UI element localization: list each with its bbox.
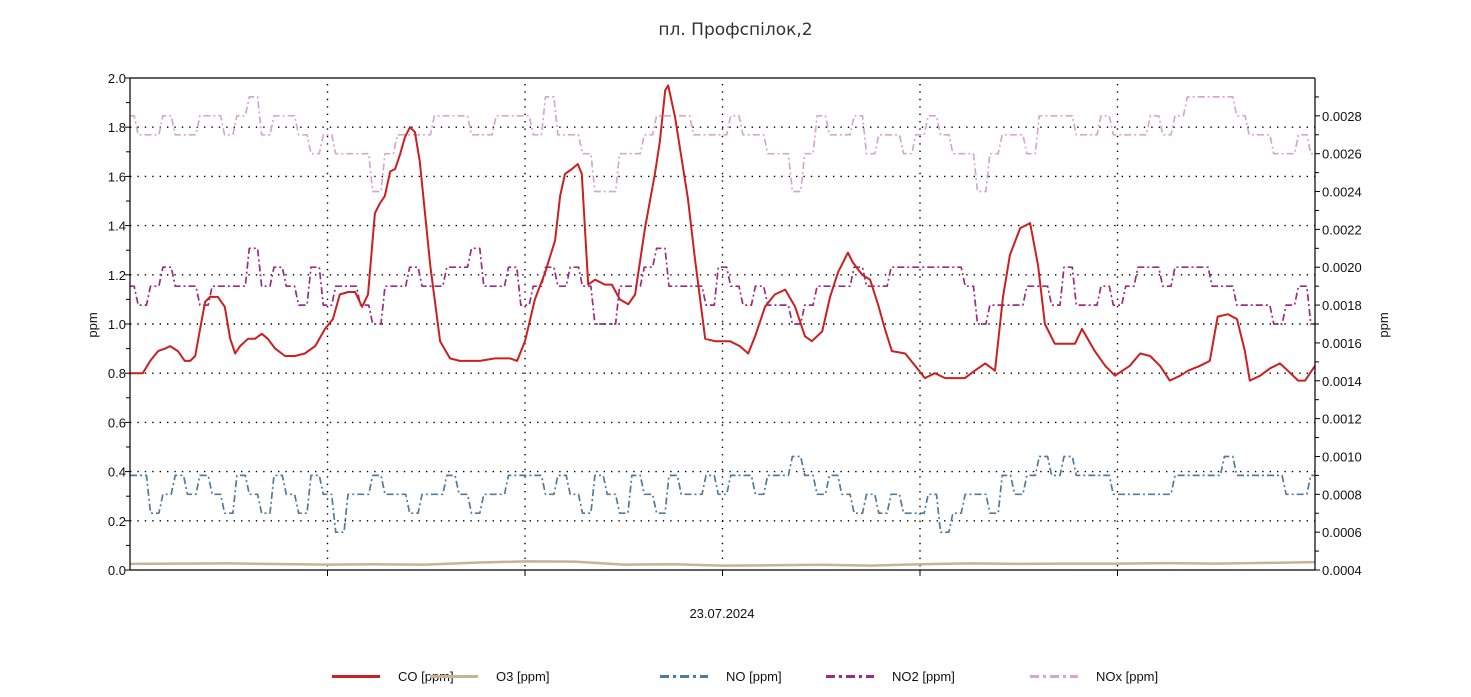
left-tick-label: 1.8 bbox=[108, 120, 126, 135]
right-tick-label: 0.0018 bbox=[1322, 298, 1362, 313]
legend-label-o3: O3 [ppm] bbox=[496, 668, 550, 684]
series-layer bbox=[129, 84, 1316, 567]
legend-label-no: NO [ppm] bbox=[726, 668, 782, 684]
grid-lines bbox=[130, 84, 1315, 570]
legend-item-co: CO [ppm] bbox=[332, 666, 454, 686]
left-tick-label: 1.6 bbox=[108, 169, 126, 184]
legend-item-no: NO [ppm] bbox=[660, 666, 782, 686]
right-tick-label: 0.0006 bbox=[1322, 525, 1362, 540]
left-tick-label: 0.8 bbox=[108, 366, 126, 381]
right-tick-label: 0.0008 bbox=[1322, 487, 1362, 502]
legend-swatch-co bbox=[332, 674, 380, 678]
left-tick-label: 1.2 bbox=[108, 268, 126, 283]
legend-swatch-no2 bbox=[826, 674, 874, 678]
left-tick-label: 2.0 bbox=[108, 71, 126, 86]
right-tick-label: 0.0014 bbox=[1322, 374, 1362, 389]
legend-swatch-nox bbox=[1030, 674, 1078, 678]
axes: 0.0 0.2 0.4 0.6 0.8 1.0 1.2 1.4 1.6 1.8 2.0 0.0004 0… bbox=[108, 71, 1362, 578]
left-tick-label: 1.4 bbox=[108, 219, 126, 234]
right-tick-label: 0.0012 bbox=[1322, 412, 1362, 427]
legend-swatch-o3 bbox=[430, 674, 478, 678]
right-tick-label: 0.0004 bbox=[1322, 563, 1362, 578]
left-tick-label: 0.4 bbox=[108, 465, 126, 480]
right-tick-label: 0.0026 bbox=[1322, 147, 1362, 162]
x-axis-title: 23.07.2024 bbox=[689, 606, 754, 621]
legend-item-no2: NO2 [ppm] bbox=[826, 666, 955, 686]
legend-label-no2: NO2 [ppm] bbox=[892, 668, 955, 684]
series-o3-line bbox=[129, 560, 1316, 567]
left-tick-label: 0.6 bbox=[108, 415, 126, 430]
left-tick-label: 0.0 bbox=[108, 563, 126, 578]
right-axis-title: ppm bbox=[1376, 312, 1391, 337]
chart-title: пл. Профспілок,2 bbox=[658, 20, 813, 40]
series-co-line bbox=[130, 84, 1316, 382]
legend-label-co: CO [ppm] bbox=[398, 668, 454, 684]
right-tick-label: 0.0016 bbox=[1322, 336, 1362, 351]
right-tick-label: 0.0024 bbox=[1322, 185, 1362, 200]
legend-item-nox: NOx [ppm] bbox=[1030, 666, 1158, 686]
chart-plot: 0.0 0.2 0.4 0.6 0.8 1.0 1.2 1.4 1.6 1.8 2.0 0.0004 0… bbox=[85, 71, 1391, 621]
left-tick-label: 1.0 bbox=[108, 317, 126, 332]
legend-item-o3: O3 [ppm] bbox=[430, 666, 549, 686]
series-nox-line bbox=[130, 96, 1315, 193]
right-tick-label: 0.0020 bbox=[1322, 260, 1362, 275]
series-no2-line bbox=[130, 247, 1315, 325]
right-tick-label: 0.0022 bbox=[1322, 222, 1362, 237]
left-axis-title: ppm bbox=[85, 312, 100, 337]
right-tick-label: 0.0010 bbox=[1322, 449, 1362, 464]
legend-swatch-no bbox=[660, 674, 708, 678]
right-tick-label: 0.0028 bbox=[1322, 109, 1362, 124]
left-tick-label: 0.2 bbox=[108, 514, 126, 529]
legend-label-nox: NOx [ppm] bbox=[1096, 668, 1159, 684]
legend: CO [ppm] O3 [ppm] NO [ppm] NO2 [ppm] NOx… bbox=[0, 666, 1471, 686]
